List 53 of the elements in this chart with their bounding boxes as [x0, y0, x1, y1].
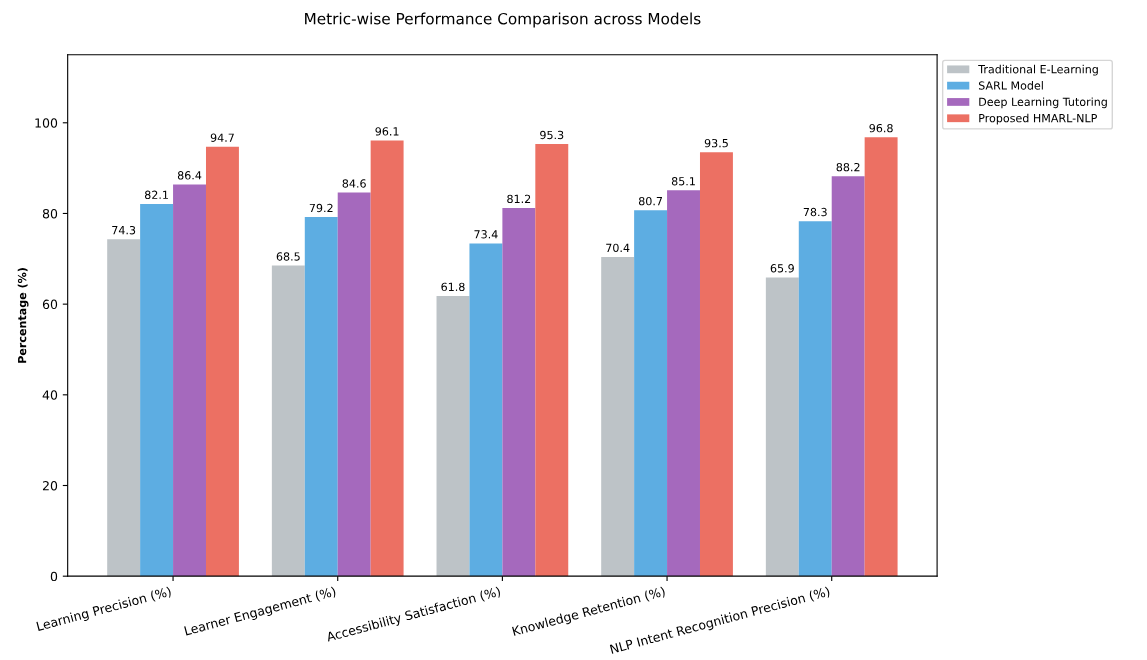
bar — [205, 146, 239, 577]
data-label: 65.9 — [770, 264, 794, 273]
legend-label: Proposed HMARL-NLP — [979, 113, 1097, 125]
bar — [634, 210, 668, 577]
data-label: 79.2 — [309, 203, 333, 213]
legend-label: Traditional E-Learning — [978, 64, 1098, 76]
data-label: 74.3 — [112, 225, 136, 235]
data-label: 96.8 — [869, 123, 893, 133]
data-label: 78.3 — [803, 207, 827, 217]
bar — [831, 176, 865, 577]
bar — [370, 140, 404, 577]
legend-label: SARL Model — [978, 81, 1043, 90]
y-tick-label: 100 — [35, 118, 58, 128]
y-axis-title: Percentage (%) — [17, 268, 29, 363]
data-label: 68.5 — [276, 252, 300, 261]
data-label: 82.1 — [144, 190, 168, 200]
bar — [798, 221, 832, 577]
y-tick-label: 60 — [42, 299, 58, 310]
bar — [469, 243, 503, 577]
data-label: 88.2 — [836, 162, 860, 172]
bar — [765, 277, 799, 577]
bar — [173, 184, 206, 577]
data-label: 94.7 — [210, 133, 234, 142]
chart-title: Metric-wise Performance Comparison across Models — [305, 12, 701, 28]
data-label: 95.3 — [540, 130, 564, 140]
bar — [601, 256, 635, 577]
data-label: 61.8 — [441, 282, 465, 292]
bar — [337, 192, 371, 577]
legend-label: Deep Learning Tutoring — [979, 97, 1107, 109]
bar — [667, 190, 700, 577]
data-label: 70.4 — [606, 243, 630, 253]
bar — [699, 152, 733, 577]
bar — [502, 208, 536, 577]
bar — [140, 203, 174, 577]
bar — [271, 265, 305, 577]
data-label: 96.1 — [375, 127, 399, 136]
bar — [107, 239, 141, 577]
data-label: 85.1 — [671, 177, 695, 186]
x-tick-label: Learning Precision (%) — [36, 586, 173, 634]
y-tick-label: 80 — [42, 208, 58, 219]
y-tick-label: 20 — [42, 480, 58, 491]
bar — [436, 295, 470, 577]
bar — [864, 137, 898, 577]
bar — [304, 217, 338, 577]
data-label: 84.6 — [342, 179, 366, 188]
data-label: 73.4 — [474, 230, 498, 239]
data-label: 80.7 — [638, 196, 662, 206]
data-label: 93.5 — [704, 138, 728, 148]
data-label: 81.2 — [507, 194, 531, 204]
y-tick-label: 0 — [50, 571, 58, 582]
y-tick-label: 40 — [42, 390, 58, 400]
data-label: 86.4 — [177, 171, 202, 180]
bar — [535, 144, 569, 577]
